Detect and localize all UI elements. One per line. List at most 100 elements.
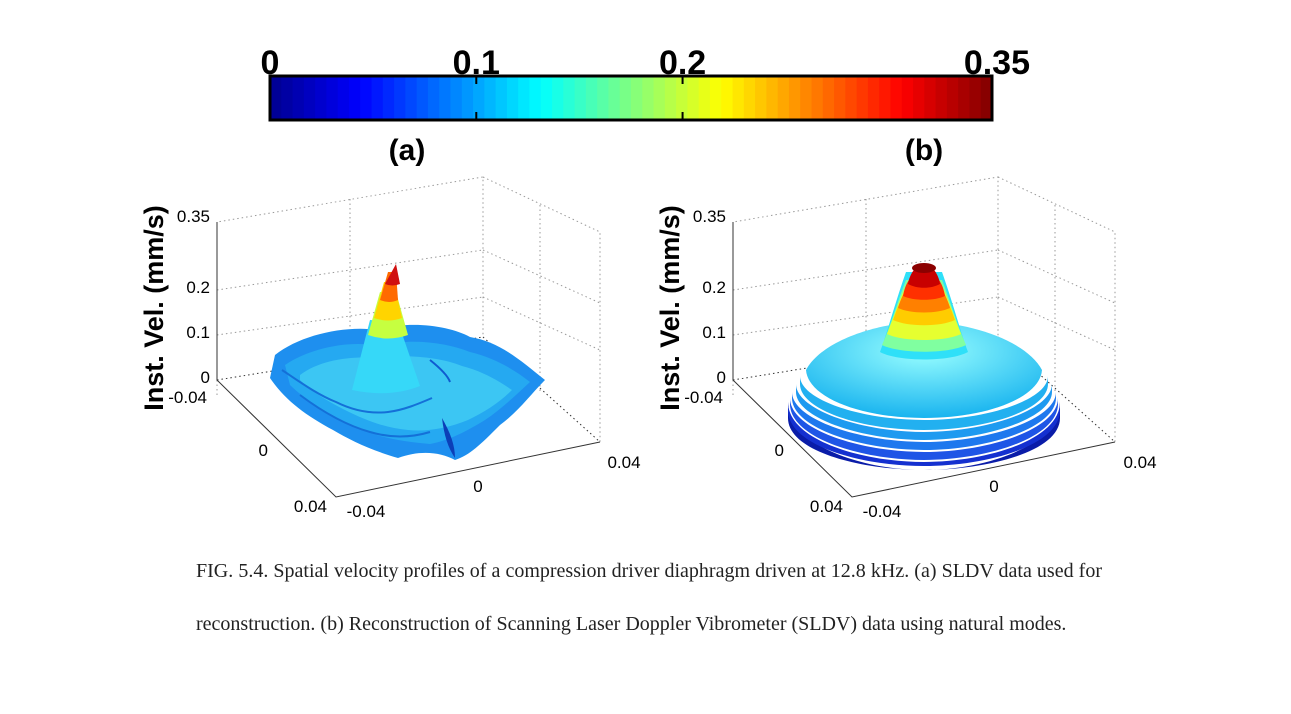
y-tick-a-1: 0.04 bbox=[294, 497, 327, 516]
colorbar-band bbox=[822, 76, 835, 120]
colorbar-band bbox=[924, 76, 937, 120]
colorbar-band bbox=[867, 76, 880, 120]
colorbar-band bbox=[642, 76, 655, 120]
colorbar-band bbox=[484, 76, 497, 120]
colorbar-band bbox=[687, 76, 700, 120]
colorbar-band bbox=[755, 76, 767, 120]
colorbar-band bbox=[732, 76, 745, 120]
colorbar-band bbox=[743, 76, 756, 120]
colorbar-band bbox=[913, 76, 925, 120]
colorbar-band bbox=[574, 76, 587, 120]
colorbar-band bbox=[360, 76, 373, 120]
colorbar-band bbox=[721, 76, 734, 120]
colorbar-band bbox=[540, 76, 553, 120]
colorbar-tick-label: 0.35 bbox=[964, 44, 1030, 82]
colorbar-tick-label: 0.1 bbox=[453, 44, 500, 82]
z-tick-a-4: 0 bbox=[201, 368, 210, 387]
z-tick-a-3: 0.1 bbox=[186, 323, 210, 342]
colorbar-band bbox=[890, 76, 903, 120]
colorbar-band bbox=[653, 76, 666, 120]
colorbar-band bbox=[337, 76, 350, 120]
colorbar-band bbox=[371, 76, 384, 120]
colorbar-band bbox=[676, 76, 689, 120]
x-tick-a-1: -0.04 bbox=[347, 502, 386, 521]
colorbar-band bbox=[619, 76, 632, 120]
colorbar-band bbox=[495, 76, 508, 120]
z-tick-a-2: 0.2 bbox=[186, 278, 210, 297]
surface-a bbox=[270, 264, 545, 460]
colorbar-band bbox=[834, 76, 846, 120]
x-tick-b-3: 0.04 bbox=[1123, 453, 1156, 472]
colorbar-band bbox=[281, 76, 294, 120]
z-axis-label-b: Inst. Vel. (mm/s) bbox=[655, 205, 685, 411]
colorbar-band bbox=[382, 76, 395, 120]
y-tick-a-3: -0.04 bbox=[168, 388, 207, 407]
colorbar-frame bbox=[268, 74, 994, 122]
colorbar-band bbox=[303, 76, 316, 120]
colorbar-band bbox=[439, 76, 452, 120]
colorbar-band bbox=[946, 76, 959, 120]
colorbar-band bbox=[766, 76, 779, 120]
colorbar-band bbox=[901, 76, 914, 120]
surface-plot-b: 0.35 0.2 0.1 0 0.04 0 -0.04 -0.04 0 0.04… bbox=[655, 176, 1157, 521]
colorbar-band bbox=[597, 76, 610, 120]
colorbar-band bbox=[698, 76, 711, 120]
x-tick-a-2: 0 bbox=[473, 477, 482, 496]
y-tick-a-2: 0 bbox=[259, 441, 268, 460]
panel-label-b: (b) bbox=[905, 134, 943, 167]
colorbar-tick-label: 0.2 bbox=[659, 44, 706, 82]
colorbar-band bbox=[980, 76, 993, 120]
axis-box-b bbox=[732, 176, 1116, 498]
colorbar-band bbox=[315, 76, 328, 120]
y-tick-b-3: -0.04 bbox=[684, 388, 723, 407]
x-tick-b-2: 0 bbox=[989, 477, 998, 496]
colorbar-band bbox=[879, 76, 892, 120]
colorbar-band bbox=[845, 76, 858, 120]
y-tick-b-1: 0.04 bbox=[810, 497, 843, 516]
surface-b bbox=[788, 263, 1060, 470]
colorbar-band bbox=[326, 76, 339, 120]
z-tick-a-1: 0.35 bbox=[177, 207, 210, 226]
axis-ticks-a: 0.35 0.2 0.1 0 0.04 0 -0.04 -0.04 0 0.04 bbox=[168, 207, 640, 521]
x-tick-b-1: -0.04 bbox=[863, 502, 902, 521]
colorbar-band bbox=[563, 76, 576, 120]
colorbar-band bbox=[473, 76, 485, 120]
colorbar-band bbox=[518, 76, 531, 120]
colorbar-band bbox=[800, 76, 813, 120]
colorbar-band bbox=[788, 76, 801, 120]
colorbar-band bbox=[394, 76, 406, 120]
colorbar-band bbox=[506, 76, 519, 120]
z-tick-b-4: 0 bbox=[717, 368, 726, 387]
colorbar-band bbox=[969, 76, 982, 120]
axis-ticks-b: 0.35 0.2 0.1 0 0.04 0 -0.04 -0.04 0 0.04 bbox=[684, 207, 1156, 521]
colorbar-band bbox=[664, 76, 677, 120]
z-tick-b-3: 0.1 bbox=[702, 323, 726, 342]
x-tick-a-3: 0.04 bbox=[607, 453, 640, 472]
z-tick-b-1: 0.35 bbox=[693, 207, 726, 226]
colorbar-band bbox=[427, 76, 440, 120]
colorbar-band bbox=[348, 76, 361, 120]
colorbar: 0 0.1 0.2 0.35 bbox=[261, 44, 1030, 122]
colorbar-band bbox=[270, 76, 282, 120]
colorbar-bands bbox=[270, 76, 993, 120]
colorbar-band bbox=[405, 76, 418, 120]
colorbar-band bbox=[416, 76, 429, 120]
colorbar-band bbox=[450, 76, 463, 120]
colorbar-band bbox=[958, 76, 971, 120]
colorbar-band bbox=[461, 76, 474, 120]
colorbar-band bbox=[777, 76, 790, 120]
colorbar-band bbox=[856, 76, 869, 120]
colorbar-band bbox=[811, 76, 824, 120]
colorbar-band bbox=[709, 76, 722, 120]
z-axis-label-a: Inst. Vel. (mm/s) bbox=[139, 205, 169, 411]
colorbar-band bbox=[608, 76, 621, 120]
colorbar-band bbox=[585, 76, 598, 120]
panel-label-a: (a) bbox=[389, 134, 426, 167]
figure-caption: FIG. 5.4. Spatial velocity profiles of a… bbox=[196, 560, 1102, 635]
colorbar-band bbox=[935, 76, 948, 120]
colorbar-band bbox=[552, 76, 564, 120]
z-tick-b-2: 0.2 bbox=[702, 278, 726, 297]
colorbar-band bbox=[292, 76, 305, 120]
surface-plot-a: 0.35 0.2 0.1 0 0.04 0 -0.04 -0.04 0 0.04… bbox=[139, 176, 641, 521]
